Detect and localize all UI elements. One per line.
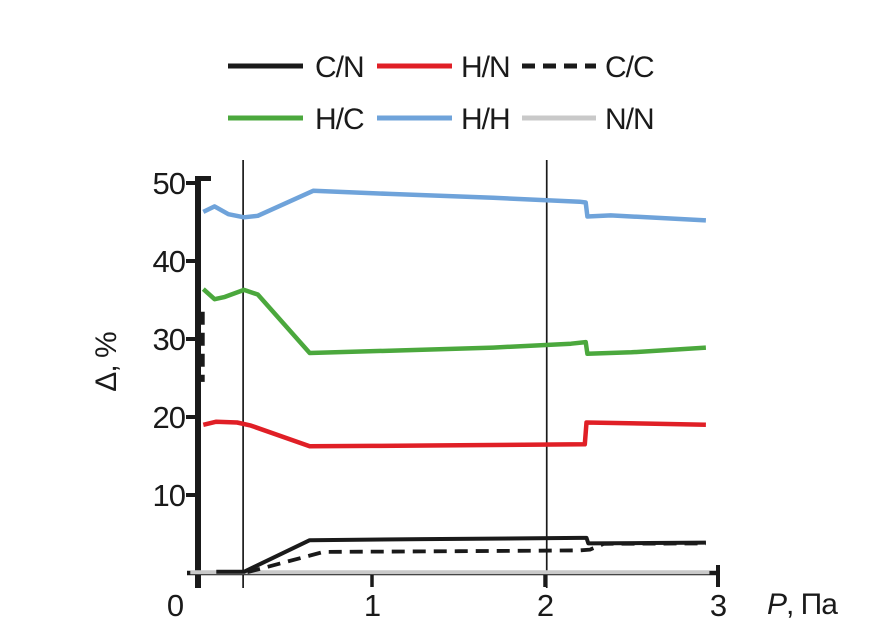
legend-item: H/N xyxy=(377,51,511,84)
y-tick-label: 20 xyxy=(153,400,186,435)
series-line-H-H xyxy=(202,188,707,223)
legend-label: C/C xyxy=(605,51,654,84)
legend-label: C/N xyxy=(315,51,364,84)
legend-item: H/C xyxy=(228,103,365,136)
axes xyxy=(186,176,720,588)
x-tick-label: 3 xyxy=(710,588,726,623)
series-line-H-C xyxy=(201,287,707,357)
legend-label: N/N xyxy=(605,103,654,136)
y-tick-label: 30 xyxy=(153,322,186,357)
x-tick-labels: 0 1 2 3 xyxy=(167,588,727,623)
x-axis-title-symbol: P xyxy=(767,588,787,621)
chart-legend: C/N H/N C/C H/C H/H N/N xyxy=(228,51,655,136)
series-layer xyxy=(190,188,710,575)
legend-label: H/C xyxy=(315,103,364,136)
y-tick-labels: 10 20 30 40 50 xyxy=(153,166,187,513)
legend-item: H/H xyxy=(377,103,511,136)
legend-item: C/C xyxy=(522,51,655,84)
axis-titles: P , Па Δ, % xyxy=(90,332,839,621)
legend-label: H/H xyxy=(461,103,510,136)
series-line-H-N xyxy=(202,419,706,449)
vertical-markers-layer xyxy=(242,160,548,588)
x-tick-label: 2 xyxy=(537,588,553,623)
legend-label: H/N xyxy=(461,51,510,84)
x-axis-title-unit: , Па xyxy=(786,588,838,621)
y-axis-title: Δ, % xyxy=(90,332,123,392)
legend-item: C/N xyxy=(228,51,365,84)
series-line-C-C xyxy=(246,541,706,575)
x-tick-label: 0 xyxy=(167,588,184,623)
x-tick-label: 1 xyxy=(364,588,380,623)
y-tick-label: 50 xyxy=(153,166,186,201)
y-tick-label: 10 xyxy=(153,478,186,513)
y-tick-label: 40 xyxy=(153,244,186,279)
legend-item: N/N xyxy=(522,103,655,136)
